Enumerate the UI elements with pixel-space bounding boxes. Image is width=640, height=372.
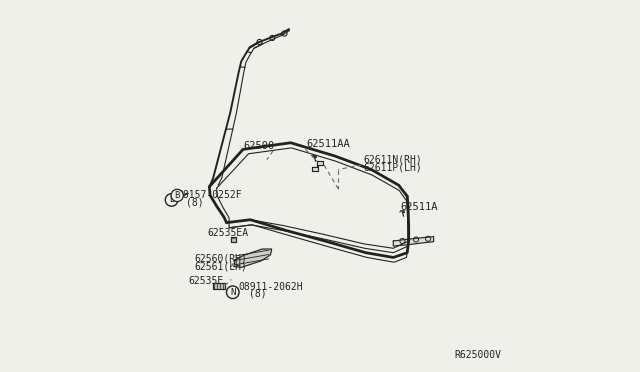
Text: B: B: [169, 195, 174, 205]
Polygon shape: [213, 283, 225, 289]
Text: 62611P(LH): 62611P(LH): [364, 162, 422, 172]
Text: 62561(LH): 62561(LH): [195, 261, 248, 271]
Polygon shape: [394, 237, 433, 246]
Text: 62511AA: 62511AA: [306, 140, 350, 149]
Polygon shape: [312, 161, 323, 171]
Polygon shape: [234, 249, 271, 267]
Text: 62535EA: 62535EA: [207, 228, 248, 238]
Text: 62560(RH): 62560(RH): [195, 254, 248, 264]
Text: B: B: [175, 191, 180, 200]
Text: (8): (8): [186, 197, 204, 207]
Text: R625000V: R625000V: [454, 350, 501, 360]
Text: 62511A: 62511A: [400, 202, 437, 212]
Text: (8): (8): [248, 289, 266, 299]
Text: 08911-2062H: 08911-2062H: [239, 282, 303, 292]
Text: 62535E: 62535E: [189, 276, 224, 286]
Polygon shape: [231, 237, 236, 242]
Text: 08157-0252F: 08157-0252F: [178, 190, 243, 200]
Text: 62500: 62500: [243, 141, 274, 151]
Text: 62611N(RH): 62611N(RH): [364, 155, 422, 165]
Text: N: N: [230, 288, 236, 297]
